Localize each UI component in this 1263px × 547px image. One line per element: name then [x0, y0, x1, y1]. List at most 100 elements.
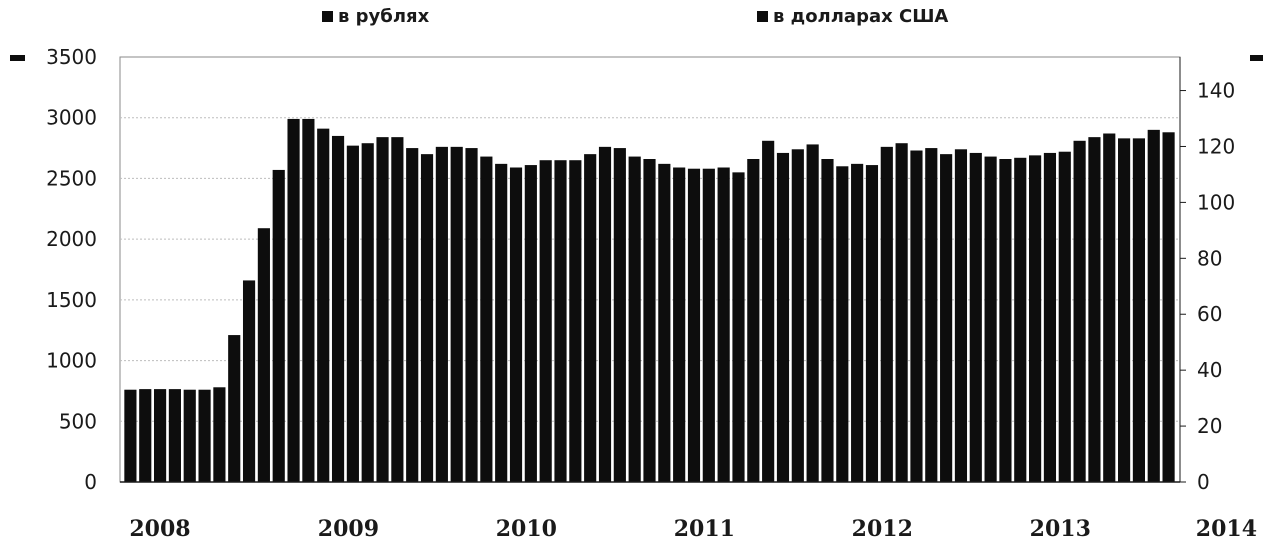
legend-label-dollars: в долларах США	[773, 6, 948, 27]
bar	[228, 335, 241, 482]
bar	[747, 159, 760, 482]
bar	[509, 167, 523, 482]
left-tick-label: 2000	[46, 227, 97, 251]
bar	[1118, 138, 1131, 483]
bar	[969, 152, 982, 482]
left-tick-label: 1500	[46, 288, 97, 312]
right-axis-marker	[1250, 55, 1263, 61]
bar	[702, 168, 715, 482]
bar	[940, 154, 953, 482]
bar	[198, 389, 211, 482]
bar	[361, 143, 374, 482]
left-tick-label: 500	[59, 409, 97, 433]
right-tick-label: 0	[1197, 470, 1210, 494]
right-tick-label: 60	[1197, 302, 1222, 326]
bar	[762, 140, 775, 483]
bar	[376, 137, 389, 482]
bar	[524, 165, 537, 482]
x-tick-label: 2012	[852, 516, 913, 542]
right-tick-label: 20	[1197, 414, 1222, 438]
left-tick-label: 1000	[46, 349, 97, 373]
bar	[1029, 155, 1042, 483]
bars	[124, 118, 1175, 483]
bar	[1147, 129, 1160, 483]
bar	[554, 160, 567, 482]
right-tick-label: 80	[1197, 246, 1222, 270]
bar	[613, 148, 626, 482]
bar	[910, 150, 923, 482]
x-tick-label: 2010	[496, 516, 557, 542]
bar	[287, 118, 300, 483]
bar	[776, 152, 790, 482]
x-tick-label: 2013	[1030, 516, 1091, 542]
x-tick-label: 2008	[129, 516, 190, 542]
bar	[539, 160, 552, 482]
bar	[865, 165, 879, 482]
bar	[851, 163, 864, 483]
legend-swatch-rubles	[322, 11, 333, 22]
bar	[346, 145, 359, 482]
bar	[213, 387, 226, 482]
bar	[895, 143, 908, 482]
bar	[183, 389, 196, 482]
right-tick-label: 40	[1197, 358, 1222, 382]
bar	[331, 135, 345, 482]
left-tick-label: 2500	[46, 166, 97, 190]
bar	[732, 172, 745, 483]
bar	[1132, 138, 1145, 483]
right-tick-label: 100	[1197, 190, 1235, 214]
bar	[168, 389, 181, 482]
left-axis-marker	[10, 55, 25, 61]
bar	[673, 167, 686, 482]
right-tick-label: 120	[1197, 134, 1235, 158]
bar	[925, 148, 938, 482]
x-tick-label: 2009	[318, 516, 379, 542]
bar	[791, 149, 804, 483]
bar	[598, 146, 612, 483]
bar	[465, 148, 478, 482]
bar	[1014, 157, 1027, 483]
right-tick-label: 140	[1197, 79, 1235, 103]
bar	[302, 118, 315, 483]
bar	[495, 163, 508, 483]
x-tick-label: 2014	[1196, 516, 1257, 542]
left-tick-label: 3000	[46, 106, 97, 130]
bar	[1162, 132, 1175, 483]
legend: в рублях в долларах США	[322, 6, 948, 27]
right-axis: 140 120 100 80 60 40 20 0	[1179, 57, 1235, 494]
legend-swatch-dollars	[757, 11, 768, 22]
bar	[569, 160, 582, 482]
left-tick-label: 0	[84, 470, 97, 494]
bar	[257, 228, 270, 482]
bar	[584, 154, 597, 482]
bar	[1088, 137, 1101, 482]
bar	[687, 168, 701, 482]
x-axis: 2008 2009 2010 2011 2012 2013 2014	[129, 516, 1257, 542]
bar	[154, 389, 167, 482]
bar	[643, 159, 656, 482]
bar	[420, 154, 434, 482]
bar	[435, 146, 448, 483]
bar	[821, 159, 834, 482]
x-tick-label: 2011	[674, 516, 735, 542]
bar	[954, 149, 968, 483]
bar	[836, 166, 849, 483]
bar	[806, 144, 819, 482]
bar	[272, 169, 285, 482]
bar	[984, 156, 997, 482]
bar	[717, 167, 730, 482]
bar	[880, 146, 893, 483]
bar	[999, 159, 1012, 482]
bar	[242, 280, 256, 482]
bar	[1103, 133, 1116, 482]
bar	[139, 389, 152, 482]
bar	[1073, 140, 1086, 483]
bar	[124, 389, 137, 482]
bar	[406, 148, 419, 482]
bar	[1058, 151, 1071, 482]
bar	[658, 163, 671, 483]
left-tick-label: 3500	[46, 45, 97, 69]
bar	[391, 137, 404, 482]
